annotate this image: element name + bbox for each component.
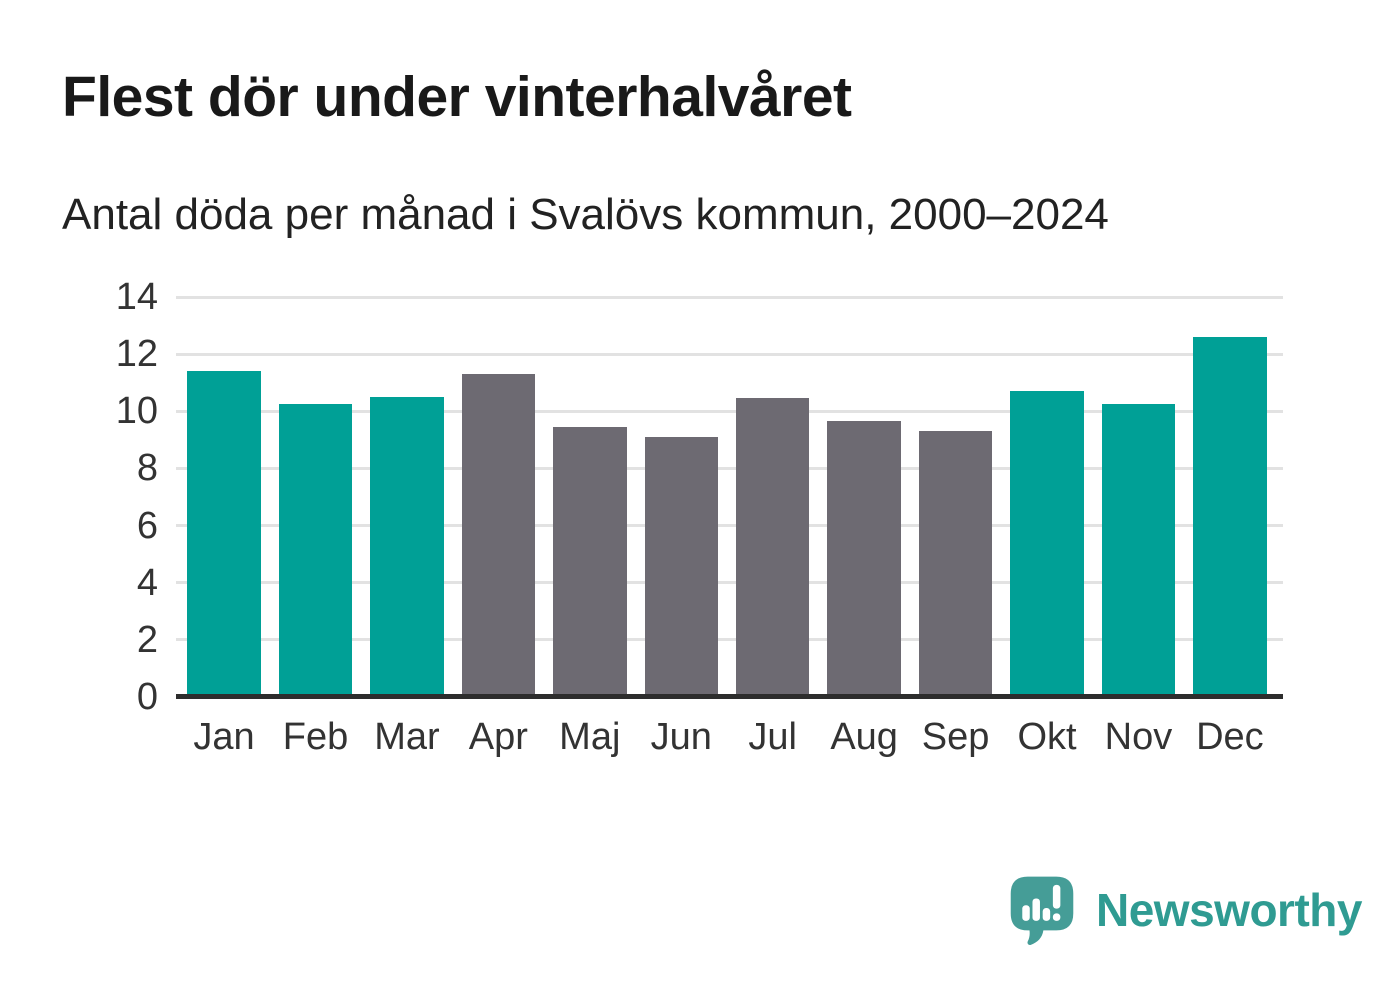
y-axis-tick-label-0: 0	[136, 676, 158, 718]
x-axis-tick-label-sep: Sep	[921, 716, 990, 758]
y-axis-tick-label-8: 8	[136, 447, 158, 490]
gridline-y-8	[176, 466, 1283, 470]
x-axis-tick-label-dec: Dec	[1196, 716, 1264, 758]
x-axis-tick-label-feb: Feb	[282, 716, 349, 758]
y-axis-tick-label-4: 4	[136, 561, 158, 604]
bar-aug	[827, 421, 901, 697]
x-axis-tick-label-nov: Nov	[1104, 716, 1173, 758]
bar-feb	[278, 404, 353, 697]
gridline-y-14	[176, 295, 1283, 299]
x-axis-tick-label-jul: Jul	[748, 716, 797, 758]
bar-okt	[1010, 391, 1084, 697]
y-axis-tick-label-10: 10	[115, 390, 158, 433]
newsworthy-logo-icon	[1010, 876, 1074, 945]
y-axis-tick-label-12: 12	[115, 333, 158, 376]
bar-maj	[553, 427, 627, 697]
gridline-y-4	[176, 581, 1283, 585]
chart-title: Flest dör under vinterhalvåret	[62, 65, 852, 129]
y-axis-tick-label-6: 6	[136, 504, 158, 547]
x-axis-tick-label-apr: Apr	[468, 716, 528, 758]
bar-mar	[370, 397, 444, 697]
bar-chart-plot-area: 0 2 4 6 8 10 12 14 Jan Feb Mar Apr Maj Jun Jul Aug Sep Ok…	[116, 277, 1283, 758]
gridline-y-6	[176, 524, 1283, 528]
gridline-y-10	[176, 409, 1283, 413]
bar-sep	[918, 431, 993, 697]
y-axis-tick-label-14: 14	[115, 276, 158, 318]
newsworthy-logo: Newsworthy	[1008, 874, 1362, 946]
chart-subtitle: Antal döda per månad i Svalövs kommun, 2…	[62, 190, 1109, 239]
bar-jan	[187, 371, 261, 697]
x-axis-tick-label-mar: Mar	[374, 716, 440, 758]
bar-apr	[461, 374, 536, 697]
x-axis-tick-label-aug: Aug	[830, 716, 898, 758]
x-axis-tick-label-okt: Okt	[1017, 716, 1077, 758]
x-axis-tick-label-jan: Jan	[193, 716, 255, 758]
gridline-y-12	[176, 352, 1283, 356]
bar-dec	[1193, 337, 1267, 697]
newsworthy-logo-text: Newsworthy	[1096, 884, 1362, 936]
x-axis-line	[176, 694, 1283, 699]
gridline-y-2	[176, 638, 1283, 642]
y-axis-tick-label-2: 2	[136, 618, 158, 661]
x-axis-tick-label-maj: Maj	[559, 716, 621, 758]
bar-jun	[644, 437, 718, 697]
x-axis-tick-label-jun: Jun	[650, 716, 712, 758]
bar-jul	[735, 398, 810, 697]
bar-nov	[1101, 404, 1176, 697]
